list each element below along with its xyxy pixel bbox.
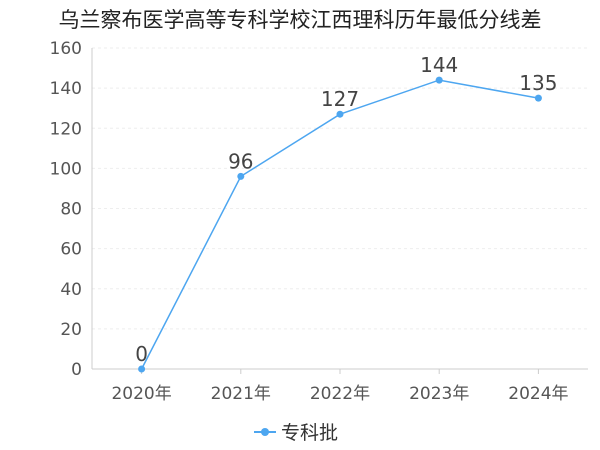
data-label: 144: [420, 53, 458, 77]
y-tick-label: 160: [50, 39, 82, 59]
data-point: [534, 94, 542, 102]
y-tick-label: 100: [50, 159, 82, 179]
x-tick-label: 2023年: [409, 384, 469, 404]
data-label: 135: [519, 71, 557, 95]
data-point: [237, 172, 245, 180]
data-label: 0: [135, 342, 148, 366]
y-tick-label: 60: [60, 240, 82, 260]
x-tick-label: 2024年: [508, 384, 568, 404]
y-tick-label: 80: [60, 200, 82, 220]
y-tick-label: 120: [50, 119, 82, 139]
legend-label: 专科批: [281, 422, 338, 444]
chart-title: 乌兰察布医学高等专科学校江西理科历年最低分线差: [58, 8, 542, 32]
series-line: [140, 79, 539, 370]
x-tick-label: 2021年: [211, 384, 271, 404]
data-label: 96: [228, 149, 253, 173]
x-tick-label: 2020年: [111, 384, 171, 404]
y-tick-label: 40: [60, 280, 82, 300]
legend-swatch-marker: [261, 428, 269, 436]
y-tick-label: 20: [60, 320, 82, 340]
data-point: [336, 110, 344, 118]
data-point: [138, 365, 146, 373]
data-label: 127: [321, 87, 359, 111]
x-tick-label: 2022年: [310, 384, 370, 404]
y-tick-label: 0: [71, 360, 82, 380]
y-tick-label: 140: [50, 79, 82, 99]
data-point: [435, 76, 443, 84]
